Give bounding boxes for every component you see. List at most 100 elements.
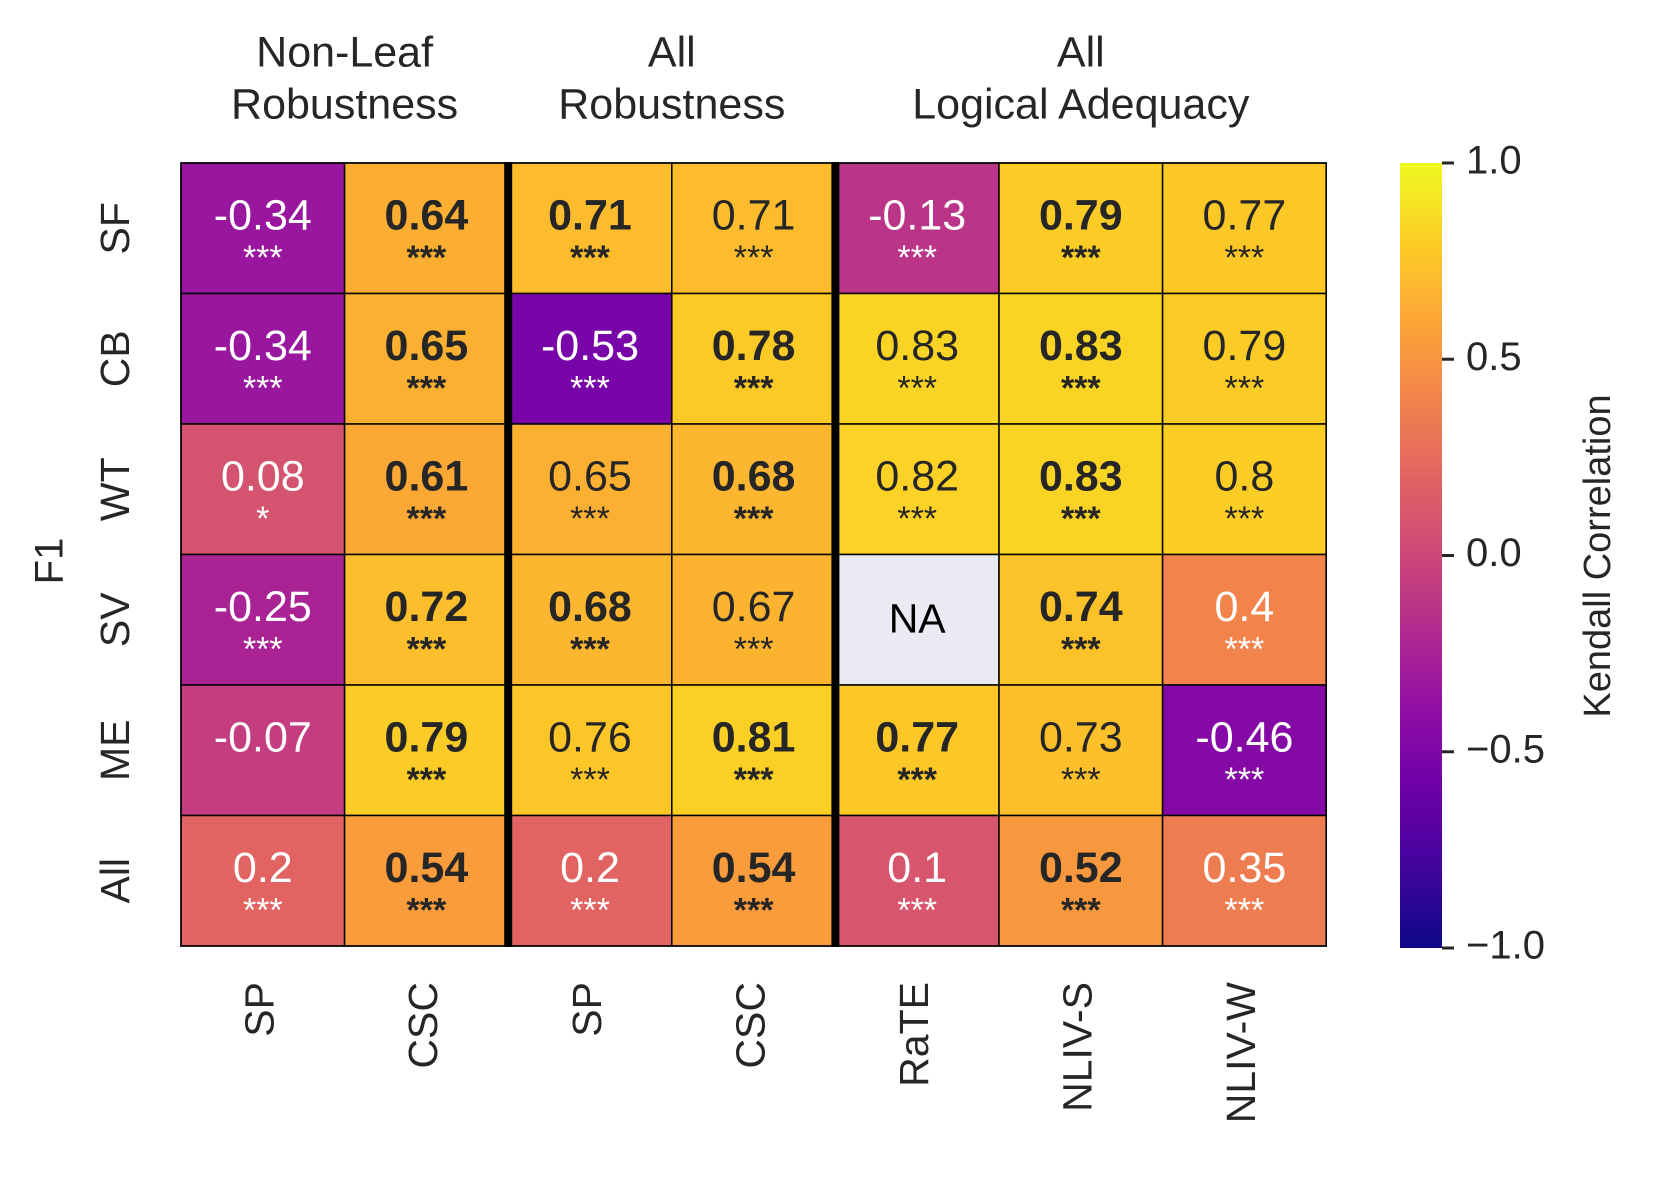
cell-significance-label: * [256, 500, 269, 538]
cell-value-label: 0.2 [233, 844, 293, 892]
cell-significance-label: *** [1061, 239, 1101, 277]
cell-value-label: 0.1 [887, 844, 947, 892]
heatmap-cell [180, 423, 346, 556]
cell-value-label: 0.83 [1039, 322, 1123, 370]
heatmap-cell [1161, 423, 1327, 556]
cell-value-label: 0.65 [548, 452, 632, 500]
cell-significance-label: *** [1225, 239, 1265, 277]
cell-significance-label: *** [1225, 891, 1265, 929]
cell-value-label: 0.68 [548, 583, 632, 631]
cell-value-label: 0.71 [548, 191, 632, 239]
column-label: CSC [400, 982, 446, 1069]
row-label: SV [92, 592, 138, 647]
cell-value-label: 0.65 [385, 322, 469, 370]
heatmap-cell [671, 814, 837, 947]
cell-value-label: 0.52 [1039, 844, 1123, 892]
cell-significance-label: *** [243, 369, 283, 407]
cell-significance-label: *** [1225, 630, 1265, 668]
cell-value-label: 0.79 [385, 713, 469, 761]
heatmap-cell [343, 553, 509, 686]
cell-value-label: 0.08 [221, 452, 305, 500]
cell-value-label: 0.74 [1039, 583, 1123, 631]
cell-significance-label: *** [407, 761, 447, 799]
cell-value-label: 0.64 [385, 191, 469, 239]
heatmap-cell [180, 684, 346, 817]
colorbar-gradient [1400, 163, 1442, 948]
cell-value-label: 0.78 [712, 322, 796, 370]
cell-value-label: 0.77 [1203, 191, 1287, 239]
colorbar-tick-label: 1.0 [1466, 139, 1522, 183]
column-labels: SP CSC SP CSC RaTE NLIV-S NLIV-W [237, 982, 1265, 1124]
column-label: NLIV-S [1055, 982, 1101, 1112]
group-header-line2: Robustness [558, 80, 785, 128]
cell-significance-label: *** [407, 500, 447, 538]
heatmap-cell [180, 814, 346, 947]
cell-value-label: -0.46 [1195, 713, 1293, 761]
heatmap-cell [998, 292, 1164, 425]
heatmap-cell [834, 423, 1000, 556]
cell-value-label: 0.82 [875, 452, 959, 500]
column-label: NLIV-W [1218, 982, 1264, 1124]
heatmap-cell [998, 423, 1164, 556]
heatmap-cells: -0.34***0.64***0.71***0.71***-0.13***0.7… [180, 162, 1327, 947]
cell-significance-label: *** [1225, 500, 1265, 538]
heatmap-cell [343, 423, 509, 556]
heatmap-cell [180, 553, 346, 686]
cell-significance-label: *** [734, 239, 774, 277]
row-label: CB [92, 330, 138, 387]
cell-significance-label: *** [897, 369, 937, 407]
column-label: SP [564, 982, 610, 1037]
cell-significance-label: *** [570, 369, 610, 407]
cell-value-label: 0.68 [712, 452, 796, 500]
heatmap-cell [507, 814, 673, 947]
cell-value-label: 0.79 [1039, 191, 1123, 239]
cell-value-label: 0.83 [875, 322, 959, 370]
cell-value-label: 0.71 [712, 191, 796, 239]
cell-significance-label: *** [570, 761, 610, 799]
cell-significance-label: *** [897, 891, 937, 929]
heatmap-cell [834, 814, 1000, 947]
cell-significance-label: *** [1225, 369, 1265, 407]
cell-value-label: 0.77 [875, 713, 959, 761]
cell-significance-label: *** [407, 891, 447, 929]
heatmap-cell [1161, 292, 1327, 425]
heatmap-cell [671, 423, 837, 556]
heatmap-cell [1161, 553, 1327, 686]
heatmap-cell [834, 292, 1000, 425]
cell-value-label: -0.13 [868, 191, 966, 239]
heatmap-cell [834, 162, 1000, 295]
heatmap-cell [671, 162, 837, 295]
cell-value-label: 0.61 [385, 452, 469, 500]
colorbar-tick-label: 0.0 [1466, 531, 1522, 575]
column-label: RaTE [891, 982, 937, 1087]
cell-significance-label: *** [1225, 761, 1265, 799]
cell-significance-label: *** [407, 630, 447, 668]
cell-value-label: -0.34 [214, 322, 312, 370]
colorbar-tick-label: −1.0 [1466, 924, 1545, 968]
cell-significance-label: *** [734, 761, 774, 799]
heatmap-cell [507, 292, 673, 425]
heatmap-cell [507, 423, 673, 556]
group-header-line1: Non-Leaf [256, 28, 434, 76]
cell-value-label: 0.2 [560, 844, 620, 892]
cell-significance-label: *** [734, 630, 774, 668]
group-header-line1: All [648, 28, 696, 76]
cell-significance-label: *** [897, 500, 937, 538]
cell-value-label: 0.81 [712, 713, 796, 761]
cell-value-label: 0.4 [1215, 583, 1275, 631]
cell-significance-label: *** [734, 500, 774, 538]
cell-significance-label: *** [897, 761, 937, 799]
heatmap-cell [998, 162, 1164, 295]
row-labels: SF CB WT SV ME All [92, 202, 138, 903]
cell-significance-label: *** [243, 239, 283, 277]
colorbar-ticks: 1.0 0.5 0.0 −0.5 −1.0 [1442, 139, 1545, 968]
heatmap-cell [180, 162, 346, 295]
cell-value-label: 0.76 [548, 713, 632, 761]
cell-na-label: NA [889, 596, 947, 642]
cell-significance-label: *** [1061, 369, 1101, 407]
cell-value-label: 0.72 [385, 583, 469, 631]
row-label: All [92, 858, 138, 904]
group-header-line1: All [1057, 28, 1105, 76]
cell-value-label: -0.07 [214, 713, 312, 761]
